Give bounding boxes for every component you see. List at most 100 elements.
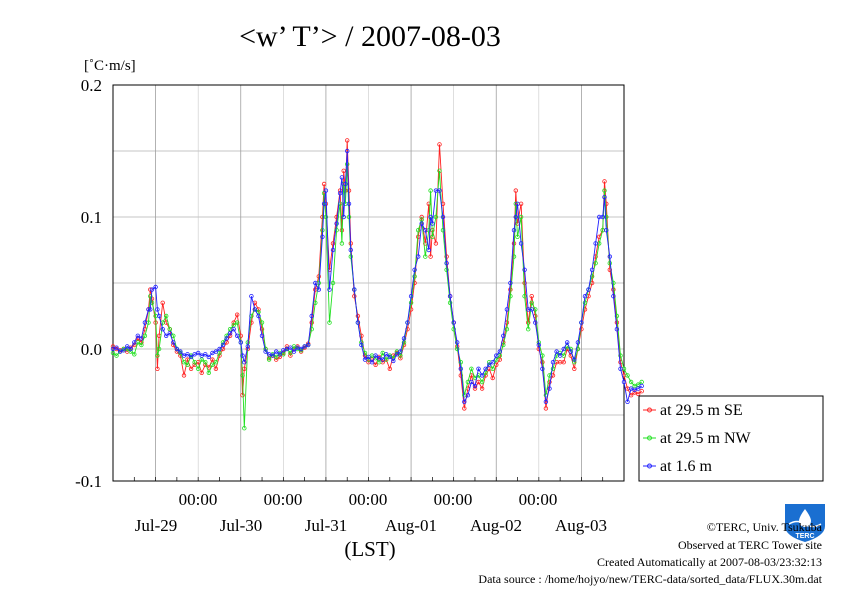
data-point <box>632 387 637 393</box>
data-point <box>490 375 495 381</box>
data-point <box>433 241 439 246</box>
copyright-text: ©TERC, Univ. Tsukuba <box>707 520 823 534</box>
series-1 <box>110 138 644 411</box>
data-point <box>334 221 339 226</box>
data-point <box>203 360 208 365</box>
data-point <box>632 390 637 395</box>
legend: at 29.5 m SE at 29.5 m NW at 1.6 m <box>638 395 824 482</box>
data-point <box>288 353 293 358</box>
data-point <box>557 353 563 358</box>
wave-icon <box>788 520 822 528</box>
data-point <box>561 360 566 365</box>
data-point <box>589 267 595 272</box>
data-point <box>163 313 169 319</box>
data-point <box>345 138 350 143</box>
data-point <box>155 366 160 371</box>
x-tick-time-label: 00:00 <box>179 490 218 509</box>
x-tick-time-label: 00:00 <box>434 490 473 509</box>
data-point <box>536 342 541 348</box>
data-point <box>206 354 211 360</box>
data-point <box>428 214 433 220</box>
data-point <box>167 331 172 336</box>
data-point <box>155 307 160 312</box>
data-point <box>277 352 282 357</box>
data-point <box>156 313 162 319</box>
data-point <box>628 379 634 385</box>
data-point <box>149 287 155 292</box>
data-point <box>174 346 180 352</box>
data-point <box>462 399 467 404</box>
data-point <box>148 307 153 312</box>
data-point <box>444 261 449 266</box>
data-point <box>540 366 545 371</box>
data-point <box>504 307 510 312</box>
data-point <box>447 300 453 305</box>
data-point <box>274 357 279 362</box>
data-point <box>518 214 524 220</box>
data-point <box>447 294 453 299</box>
data-point <box>529 307 534 312</box>
data-point <box>433 214 439 220</box>
data-point <box>582 294 588 299</box>
data-point <box>462 406 467 411</box>
data-point <box>430 221 435 226</box>
data-point <box>195 350 201 356</box>
data-point <box>369 360 375 365</box>
data-point <box>355 320 361 325</box>
data-point <box>561 346 566 352</box>
data-point <box>203 352 208 357</box>
data-point <box>625 373 630 378</box>
data-point <box>408 294 414 299</box>
data-point <box>526 320 531 325</box>
data-point <box>132 352 137 357</box>
data-point <box>618 353 623 358</box>
data-point <box>355 313 361 319</box>
data-point <box>274 349 279 354</box>
data-point <box>128 346 133 352</box>
data-point <box>321 201 327 206</box>
data-point <box>259 327 265 332</box>
x-tick-time-label: 00:00 <box>264 490 303 509</box>
data-point <box>242 360 247 365</box>
data-point <box>188 366 194 371</box>
x-tick-time-label: 00:00 <box>349 490 388 509</box>
x-tick-date-label: Aug-03 <box>555 516 607 535</box>
x-tick-date-label: Aug-02 <box>470 516 522 535</box>
data-point <box>408 300 414 305</box>
data-point <box>625 399 630 404</box>
data-point <box>602 188 607 193</box>
data-point <box>572 366 577 371</box>
data-point <box>323 188 329 193</box>
data-point <box>366 354 371 360</box>
data-point <box>426 247 431 253</box>
data-point <box>522 267 527 272</box>
data-point <box>405 320 410 325</box>
data-point <box>579 327 584 332</box>
data-point <box>362 357 368 362</box>
observation-site-text: Observed at TERC Tower site <box>678 538 822 552</box>
data-point <box>469 379 474 385</box>
data-point <box>128 349 133 354</box>
data-point <box>543 399 549 404</box>
data-point <box>343 181 348 187</box>
data-point <box>550 366 556 371</box>
data-point <box>288 350 293 356</box>
data-point <box>132 340 137 345</box>
data-point <box>171 333 176 338</box>
data-point <box>428 188 433 193</box>
data-point <box>511 227 517 233</box>
data-point <box>575 340 581 345</box>
data-point <box>636 391 641 397</box>
data-point <box>401 336 407 341</box>
data-point <box>589 274 595 279</box>
data-point <box>479 373 485 378</box>
grid-lines <box>112 85 625 481</box>
data-point <box>199 370 204 375</box>
data-point <box>234 333 240 338</box>
data-point <box>199 353 204 358</box>
data-point <box>160 327 165 332</box>
data-point <box>213 366 219 371</box>
data-point <box>419 221 424 226</box>
data-point <box>440 227 446 233</box>
data-point <box>114 345 119 350</box>
